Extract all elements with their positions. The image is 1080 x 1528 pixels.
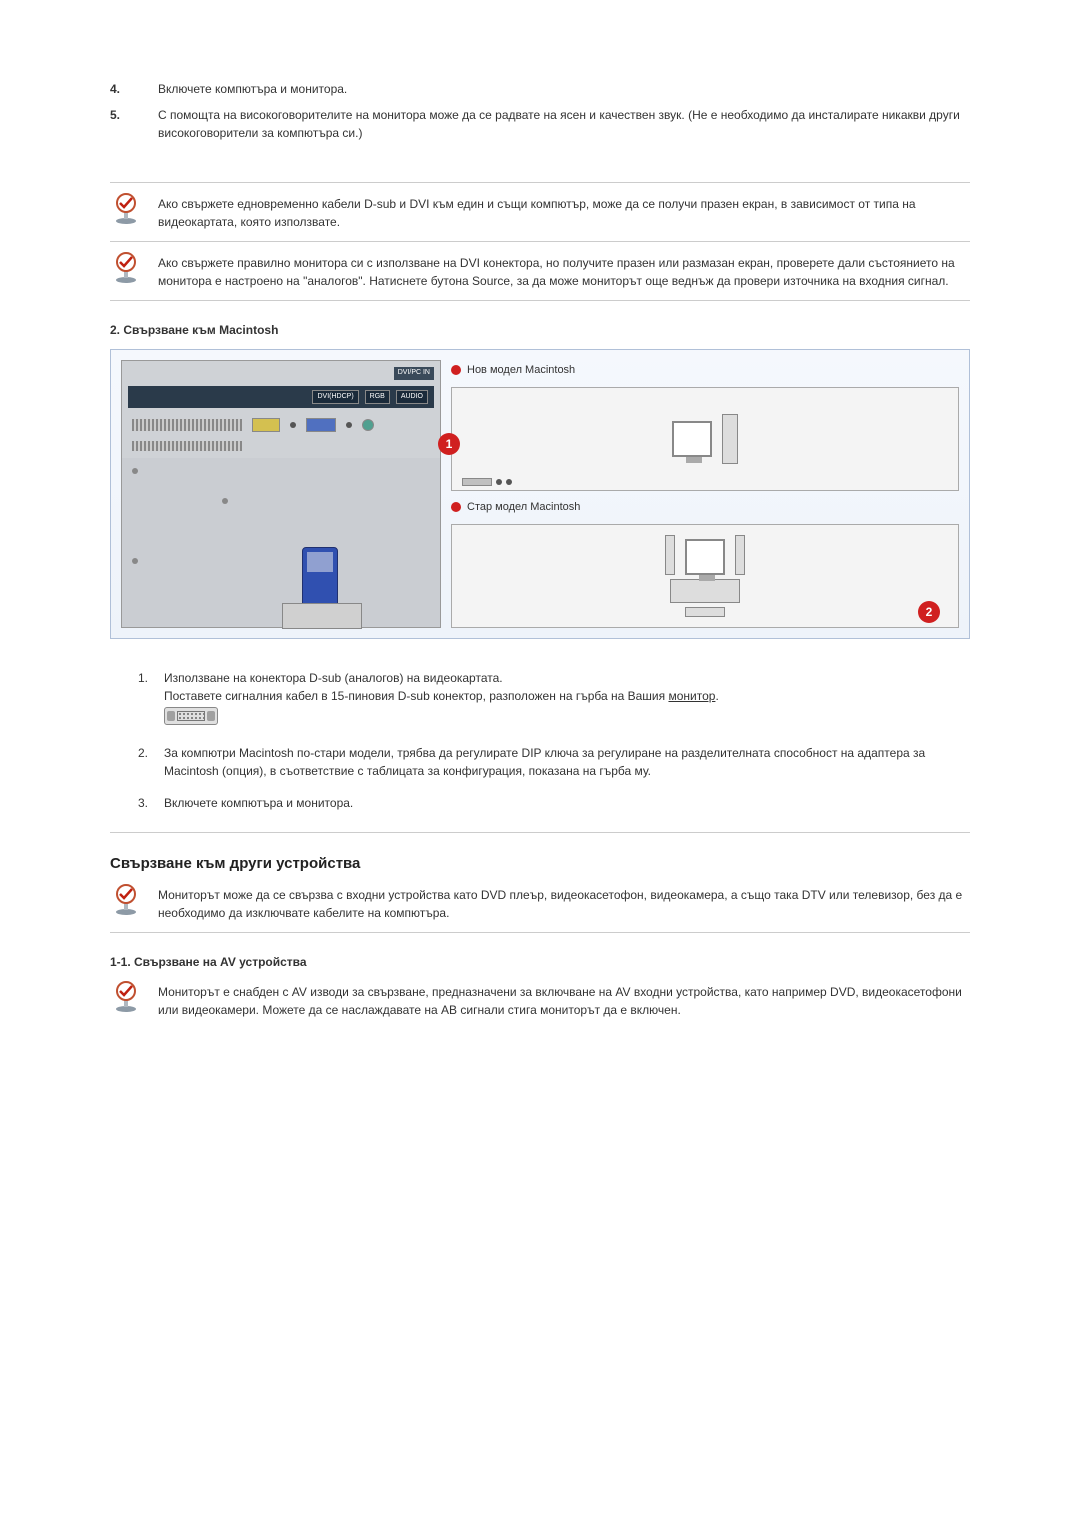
divider (110, 182, 970, 183)
screw-icon (222, 498, 228, 504)
step-item: 1. Използване на конектора D-sub (аналог… (110, 669, 970, 730)
top-numbered-list: 4. Включете компютъра и монитора. 5. С п… (110, 80, 970, 142)
check-pin-icon (110, 193, 158, 230)
macintosh-diagram: DVI/PC IN DVI(HDCP) RGB AUDIO Нов (110, 349, 970, 639)
divider (110, 832, 970, 833)
dsub-connector-icon (164, 707, 218, 725)
item-text: С помощта на високоговорителите на монит… (158, 106, 970, 142)
vga-connector-icon (302, 547, 338, 607)
divider (110, 300, 970, 301)
note-text: Мониторът е снабден с AV изводи за свърз… (158, 981, 970, 1019)
badge-1: 1 (438, 433, 460, 455)
step-number: 1. (110, 669, 164, 730)
keyboard-icon (685, 607, 725, 617)
vga-port-icon (306, 418, 336, 432)
mac-desktop-icon (670, 579, 740, 603)
screw-icon (132, 558, 138, 564)
legend-old-mac: Стар модел Macintosh (451, 497, 959, 518)
dot-icon (290, 422, 296, 428)
list-item: 4. Включете компютъра и монитора. (110, 80, 970, 98)
item-text: Включете компютъра и монитора. (158, 80, 970, 98)
keyboard-icon (462, 478, 492, 486)
step-number: 2. (110, 744, 164, 780)
port-label-audio: AUDIO (396, 390, 428, 405)
check-pin-icon (110, 981, 158, 1018)
new-mac-box: 1 (451, 387, 959, 492)
note-row: Ако свържете правилно монитора си с изпо… (110, 252, 970, 290)
old-mac-box: 2 (451, 524, 959, 629)
dot-icon (346, 422, 352, 428)
legend-new-mac: Нов модел Macintosh (451, 360, 959, 381)
port-label-rgb: RGB (365, 390, 390, 405)
step-number: 3. (110, 794, 164, 812)
audio-port-icon (362, 419, 374, 431)
speaker-icon (735, 535, 745, 575)
legend-text: Стар модел Macintosh (467, 499, 580, 516)
divider (110, 241, 970, 242)
step-content: Използване на конектора D-sub (аналогов)… (164, 669, 970, 730)
note-row: Мониторът е снабден с AV изводи за свърз… (110, 981, 970, 1019)
step-item: 2. За компютри Macintosh по-стари модели… (110, 744, 970, 780)
note-text: Мониторът може да се свързва с входни ус… (158, 884, 970, 922)
step-item: 3. Включете компютъра и монитора. (110, 794, 970, 812)
item-number: 4. (110, 80, 158, 98)
note-row: Мониторът може да се свързва с входни ус… (110, 884, 970, 922)
note-row: Ако свържете едновременно кабели D-sub и… (110, 193, 970, 231)
section2-steps: 1. Използване на конектора D-sub (аналог… (110, 669, 970, 812)
monitor-body (122, 458, 440, 627)
red-dot-icon (451, 502, 461, 512)
mac-monitor-icon (672, 421, 712, 457)
screw-icon (132, 468, 138, 474)
section4-title: 1-1. Свързване на AV устройства (110, 953, 970, 971)
divider (110, 932, 970, 933)
check-pin-icon (110, 884, 158, 921)
check-pin-icon (110, 252, 158, 289)
dot-icon (506, 479, 512, 485)
cable-label (282, 603, 362, 629)
note-text: Ако свържете едновременно кабели D-sub и… (158, 193, 970, 231)
mac-monitor-icon (685, 539, 725, 575)
vent-row (122, 436, 440, 458)
dot-icon (496, 479, 502, 485)
speaker-icon (665, 535, 675, 575)
red-dot-icon (451, 365, 461, 375)
list-item: 5. С помощта на високоговорителите на мо… (110, 106, 970, 142)
section2-title: 2. Свързване към Macintosh (110, 321, 970, 339)
legend-text: Нов модел Macintosh (467, 362, 575, 379)
vent-slits (132, 419, 242, 431)
step-content: Включете компютъра и монитора. (164, 794, 970, 812)
monitor-back-panel: DVI/PC IN DVI(HDCP) RGB AUDIO (121, 360, 441, 628)
section3-title: Свързване към други устройства (110, 853, 970, 876)
diagram-right-column: Нов модел Macintosh 1 Стар модел Macinto… (451, 360, 959, 628)
item-number: 5. (110, 106, 158, 142)
panel-label: DVI/PC IN (394, 367, 434, 380)
note-text: Ако свържете правилно монитора си с изпо… (158, 252, 970, 290)
dvi-port-icon (252, 418, 280, 432)
badge-2: 2 (918, 601, 940, 623)
mac-tower-icon (722, 414, 738, 464)
vent-slits (132, 441, 242, 451)
port-row (122, 414, 440, 436)
port-label-dvi: DVI(HDCP) (312, 390, 358, 405)
step-content: За компютри Macintosh по-стари модели, т… (164, 744, 970, 780)
port-panel: DVI(HDCP) RGB AUDIO (128, 386, 434, 409)
